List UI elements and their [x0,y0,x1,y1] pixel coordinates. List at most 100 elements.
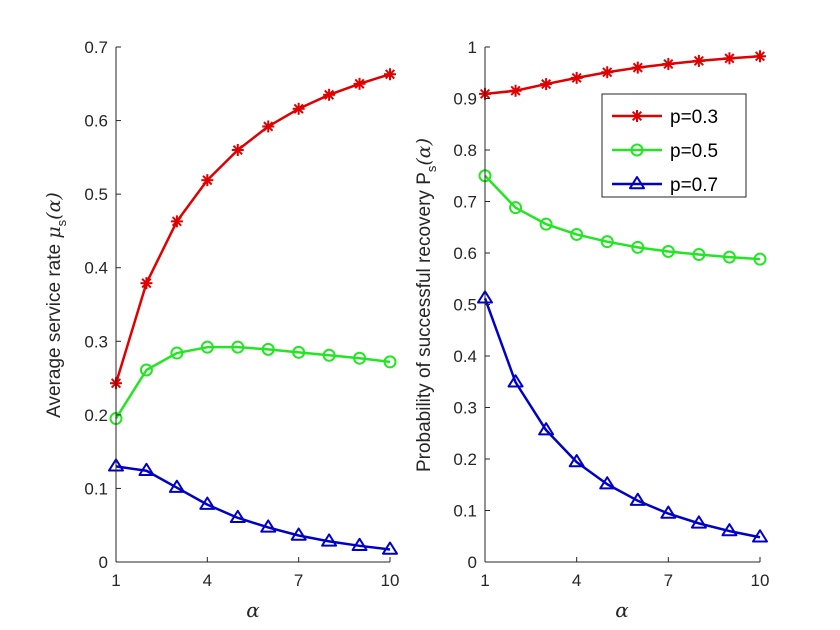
left-point-p=0.3-8-d2 [324,89,335,100]
left-point-p=0.7-3-shape [168,479,185,493]
right-x-tick-label-0: 1 [480,571,489,590]
left-point-p=0.5-9-shape [353,351,367,365]
legend-marker-p=0.3 [631,110,643,122]
right-point-p=0.3-2 [509,84,522,97]
right-y-tick-label-0: 0 [468,553,477,572]
left-point-p=0.3-4-d2 [202,175,213,186]
right-point-p=0.3-2-d2 [510,85,521,96]
left-y-tick-label-3: 0.3 [84,332,108,351]
right-point-p=0.5-3-shape [539,217,553,231]
right-y-tick-label-5: 0.5 [453,296,477,315]
left-plot: 1 4 7 10 0 0.1 0.2 0.3 0.4 0.5 0.6 0.7 α Average se… [43,38,399,622]
right-point-p=0.7-8-shape [690,515,707,529]
right-point-p=0.3-6 [631,61,644,74]
left-point-p=0.7-6-shape [260,519,277,533]
right-point-p=0.5-2 [509,201,523,215]
right-point-p=0.5-4-shape [570,227,584,241]
left-point-p=0.3-4 [201,174,214,187]
right-point-p=0.3-5-d2 [602,67,613,78]
right-point-p=0.3-4-d2 [571,72,582,83]
left-point-p=0.3-8 [323,88,336,101]
right-point-p=0.7-5-shape [599,476,616,490]
left-point-p=0.3-9-d2 [354,78,365,89]
right-y-tick-label-2: 0.2 [453,450,477,469]
left-y-tick-label-1: 0.1 [84,479,108,498]
left-point-p=0.5-8 [322,348,336,362]
left-point-p=0.5-7 [292,345,306,359]
right-point-p=0.7-7-shape [660,505,677,519]
right-y-tick-label-6: 0.6 [453,244,477,263]
left-axes [115,47,390,563]
right-point-p=0.5-2-shape [509,201,523,215]
legend-box [601,93,747,198]
left-point-p=0.3-6 [262,120,275,133]
left-point-p=0.5-2-shape [139,363,153,377]
left-y-label-main: Average service rate [44,239,65,418]
left-y-axis-label: Average service rate μs(α) [43,192,69,418]
left-y-tick-label-6: 0.6 [84,112,108,131]
legend-marker-p=0.3-d2 [631,110,643,122]
right-y-axis-label: Probability of successful recovery Ps(α) [413,138,439,472]
right-point-p=0.7-6 [629,492,646,506]
left-point-p=0.3-7-d2 [293,103,304,114]
left-series-line-p=0.3 [114,73,391,384]
left-point-p=0.5-10-shape [383,355,397,369]
right-y-tick-label-3: 0.3 [453,399,477,418]
left-y-label-sub: s [54,219,69,226]
left-point-p=0.7-5-shape [229,509,246,524]
right-y-tick-label-1: 0.1 [453,502,477,521]
right-point-p=0.5-7-shape [661,244,675,258]
right-series-line-p=0.7 [483,297,761,539]
right-point-p=0.3-3 [540,78,553,91]
left-point-p=0.5-2 [139,363,153,377]
right-point-p=0.3-7 [662,57,675,70]
left-point-p=0.3-6-d2 [263,121,274,132]
right-point-p=0.3-3-d2 [541,79,552,90]
right-point-p=0.5-5-shape [600,235,614,249]
right-point-p=0.3-9-d2 [724,53,735,64]
left-y-label-mu: μ [43,226,65,238]
left-series-line-p=0.7 [115,465,391,551]
left-point-p=0.5-3 [170,346,184,360]
left-x-axis-label: α [246,598,260,622]
right-point-p=0.5-7 [661,244,675,258]
left-series-layer [108,68,398,555]
right-point-p=0.7-9 [721,523,738,537]
left-x-tick-label-3: 10 [381,571,400,590]
left-point-p=0.7-2-shape [138,462,155,476]
left-point-p=0.5-3-shape [170,346,184,360]
right-point-p=0.7-3-shape [538,422,555,436]
legend-label-p=0.7: p=0.7 [670,175,718,196]
left-x-tick-label-1: 4 [203,571,212,590]
legend-marker-p=0.5 [630,143,644,157]
left-series-line-p=0.5 [114,345,391,420]
left-point-p=0.3-2-d2 [141,278,152,289]
right-point-p=0.3-6-d2 [632,62,643,73]
right-point-p=0.3-4 [570,71,583,84]
right-point-p=0.5-4 [570,227,584,241]
right-y-tick-label-8: 0.8 [453,141,477,160]
right-point-p=0.3-5 [601,66,614,79]
right-point-p=0.7-2 [507,374,524,388]
left-point-p=0.7-6 [260,519,277,533]
left-point-p=0.7-9-shape [351,537,368,552]
left-y-tick-label-2: 0.2 [84,406,108,425]
left-point-p=0.5-4-shape [200,340,214,354]
legend-marker-p=0.7 [629,176,645,190]
right-point-p=0.3-10-d2 [754,51,766,62]
right-x-axis-label: α [615,598,629,622]
left-point-p=0.5-7-shape [292,345,306,359]
left-point-p=0.7-4-shape [199,496,216,510]
left-y-tick-label-5: 0.5 [84,185,108,204]
left-point-p=0.3-5-d2 [232,144,243,156]
left-y-label-arg: (α) [43,192,65,220]
right-point-p=0.7-5 [599,476,616,490]
right-point-p=0.3-8-d2 [693,55,704,66]
legend-label-p=0.3: p=0.3 [670,107,718,128]
legend-label-p=0.5: p=0.5 [670,141,718,162]
right-point-p=0.5-3 [539,217,553,231]
right-point-p=0.5-8 [692,248,706,262]
right-point-p=0.5-6 [631,240,645,254]
left-point-p=0.7-9 [351,537,368,552]
legend-marker-p=0.5-shape [630,143,644,157]
